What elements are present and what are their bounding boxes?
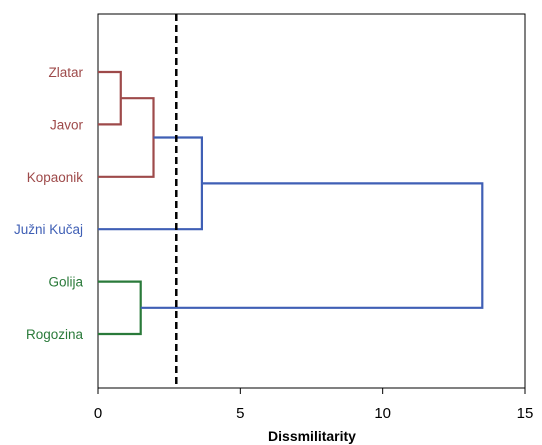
- dendrogram-link-5: [140, 182, 484, 309]
- dendrogram-link-2: [98, 97, 155, 178]
- leaf-labels: Zlatar Javor Kopaonik Južni Kučaj Golija Rogo…: [14, 65, 84, 342]
- dendrogram-links: [98, 70, 484, 336]
- dendrogram-link-4: [98, 280, 142, 336]
- x-axis-title: Dissmilitarity: [268, 428, 356, 444]
- dendrogram-link-3: [98, 136, 204, 231]
- x-tick-label: 10: [374, 405, 391, 422]
- leaf-label: Rogozina: [26, 327, 84, 342]
- plot-frame: [97, 13, 526, 389]
- dendrogram-link-1: [98, 70, 122, 126]
- leaf-label: Kopaonik: [27, 170, 84, 185]
- leaf-label: Golija: [48, 275, 83, 290]
- leaf-label: Javor: [50, 117, 84, 132]
- x-tick-label: 5: [236, 405, 244, 422]
- leaf-label: Zlatar: [48, 65, 83, 80]
- x-axis: 0 5 10 15: [94, 388, 534, 422]
- leaf-label: Južni Kučaj: [14, 222, 83, 237]
- x-tick-label: 0: [94, 405, 102, 422]
- x-tick-label: 15: [517, 405, 534, 422]
